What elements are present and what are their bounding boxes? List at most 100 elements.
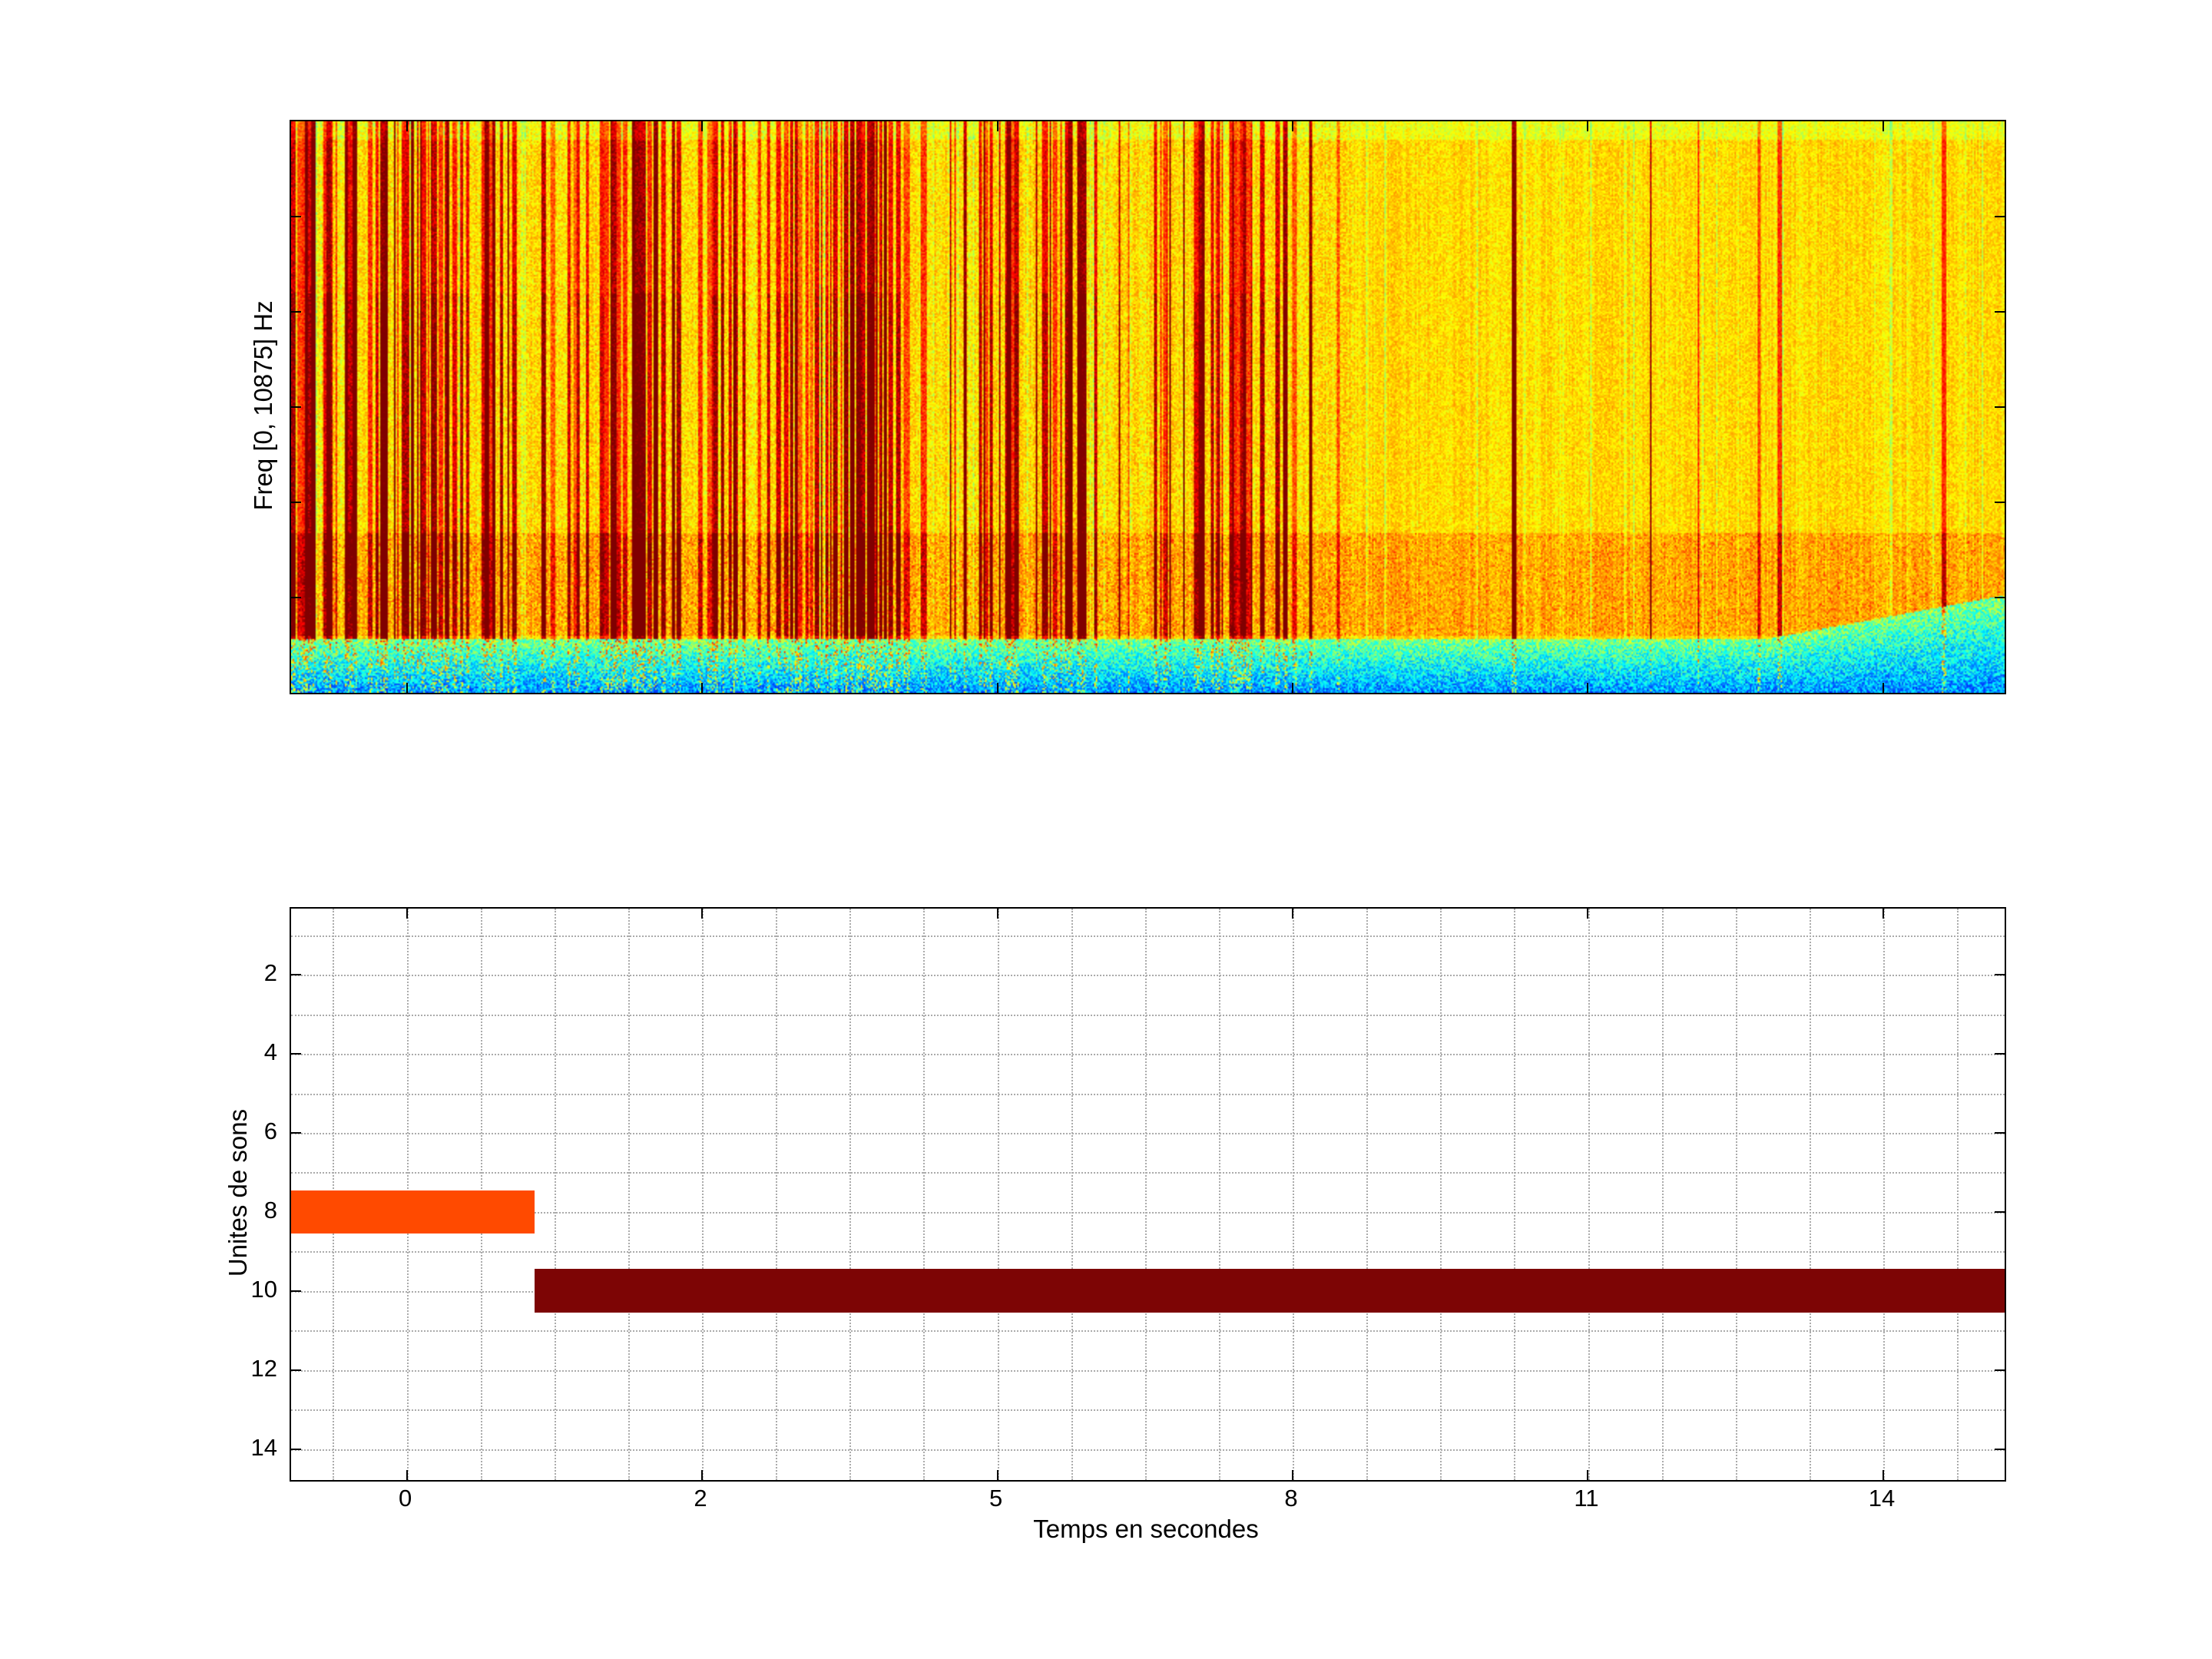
x-tick-mark	[1883, 909, 1885, 919]
y-tick-mark	[291, 1448, 301, 1450]
x-tick-labels: 0 2 5 8 11 14	[290, 1485, 2003, 1517]
spectrogram-axes	[290, 120, 2006, 694]
y-tick-label: 6	[263, 1118, 277, 1145]
gridline-horizontal	[291, 935, 2005, 937]
x-tick-mark	[1292, 1470, 1294, 1480]
y-tick-mark	[1995, 310, 2005, 313]
y-tick-mark	[1995, 1448, 2005, 1450]
x-tick-mark	[700, 909, 703, 919]
gridline-horizontal	[291, 1251, 2005, 1253]
y-tick-mark	[1995, 406, 2005, 408]
x-tick-mark	[996, 683, 998, 693]
sound-unit-bar	[534, 1269, 2005, 1313]
gridline-vertical	[702, 909, 704, 1480]
y-tick-mark	[291, 310, 301, 313]
sound-units-axes	[290, 907, 2006, 1482]
sound-unit-bar	[291, 1190, 535, 1234]
y-tick-mark	[1995, 216, 2005, 218]
gridline-vertical	[923, 909, 926, 1480]
x-tick-mark	[1292, 683, 1294, 693]
gridline-horizontal	[291, 1330, 2005, 1333]
y-tick-label: 4	[263, 1038, 277, 1066]
y-tick-mark	[1995, 1210, 2005, 1213]
gridline-vertical	[1218, 909, 1220, 1480]
gridline-vertical	[1440, 909, 1442, 1480]
x-tick-label: 5	[988, 1485, 1003, 1512]
gridline-vertical	[1514, 909, 1516, 1480]
gridline-horizontal	[291, 975, 2005, 977]
y-tick-label: 12	[250, 1354, 277, 1382]
gridline-horizontal	[291, 1449, 2005, 1451]
gridline-vertical	[1588, 909, 1590, 1480]
x-tick-mark	[996, 909, 998, 919]
gridline-vertical	[1071, 909, 1073, 1480]
x-tick-label: 11	[1574, 1485, 1599, 1512]
y-tick-label: 14	[250, 1433, 277, 1461]
gridline-vertical	[849, 909, 852, 1480]
gridline-horizontal	[291, 1172, 2005, 1174]
x-tick-mark	[700, 683, 703, 693]
x-tick-label: 2	[694, 1485, 707, 1512]
gridline-horizontal	[291, 1369, 2005, 1372]
y-tick-mark	[291, 1369, 301, 1371]
x-tick-mark	[1883, 683, 1885, 693]
x-tick-mark	[996, 1470, 998, 1480]
y-tick-mark	[1995, 1132, 2005, 1134]
gridline-vertical	[628, 909, 630, 1480]
x-tick-mark	[1292, 909, 1294, 919]
y-tick-label: 8	[263, 1196, 277, 1224]
x-tick-mark	[1587, 1470, 1589, 1480]
gridline-vertical	[1366, 909, 1369, 1480]
gridline-vertical	[1883, 909, 1886, 1480]
x-tick-mark	[406, 1470, 408, 1480]
gridline-horizontal	[291, 1409, 2005, 1412]
x-tick-mark	[996, 121, 998, 131]
y-tick-mark	[1995, 974, 2005, 976]
gridline-horizontal	[291, 1133, 2005, 1135]
gridline-horizontal	[291, 1211, 2005, 1214]
x-tick-mark	[700, 121, 703, 131]
x-tick-mark	[406, 121, 408, 131]
x-tick-mark	[700, 1470, 703, 1480]
gridline-vertical	[776, 909, 778, 1480]
y-tick-mark	[1995, 1369, 2005, 1371]
y-tick-mark	[291, 974, 301, 976]
gridline-vertical	[1809, 909, 1811, 1480]
y-tick-mark	[291, 1132, 301, 1134]
gridline-horizontal	[291, 1093, 2005, 1095]
x-tick-label: 0	[398, 1485, 412, 1512]
x-tick-mark	[406, 909, 408, 919]
y-tick-mark	[1995, 1053, 2005, 1055]
y-tick-mark	[291, 1053, 301, 1055]
gridline-vertical	[997, 909, 999, 1480]
gridline-horizontal	[291, 1054, 2005, 1056]
y-tick-mark	[291, 596, 301, 598]
x-axis-label: Temps en secondes	[1033, 1515, 1259, 1543]
gridline-vertical	[1293, 909, 1295, 1480]
x-tick-mark	[1883, 121, 1885, 131]
y-tick-label: 10	[250, 1275, 277, 1303]
y-tick-mark	[291, 1290, 301, 1292]
spectrogram-image	[291, 121, 2005, 693]
x-tick-mark	[1587, 121, 1589, 131]
y-tick-mark	[291, 502, 301, 504]
x-tick-mark	[1587, 909, 1589, 919]
x-tick-mark	[406, 683, 408, 693]
y-tick-label: 2	[263, 959, 277, 987]
gridline-horizontal	[291, 1014, 2005, 1016]
x-tick-label: 8	[1284, 1485, 1298, 1512]
x-tick-mark	[1292, 121, 1294, 131]
x-tick-label: 14	[1868, 1485, 1896, 1512]
y-tick-mark	[1995, 596, 2005, 598]
gridline-vertical	[1144, 909, 1147, 1480]
gridline-vertical	[1957, 909, 1959, 1480]
y-tick-labels: 2 4 6 8 10 12 14	[173, 907, 277, 1479]
y-tick-mark	[1995, 502, 2005, 504]
y-tick-mark	[291, 406, 301, 408]
spectrogram-ylabel: Freq [0, 10875] Hz	[249, 300, 277, 511]
gridline-vertical	[554, 909, 556, 1480]
x-tick-mark	[1587, 683, 1589, 693]
x-tick-mark	[1883, 1470, 1885, 1480]
gridline-vertical	[1661, 909, 1664, 1480]
